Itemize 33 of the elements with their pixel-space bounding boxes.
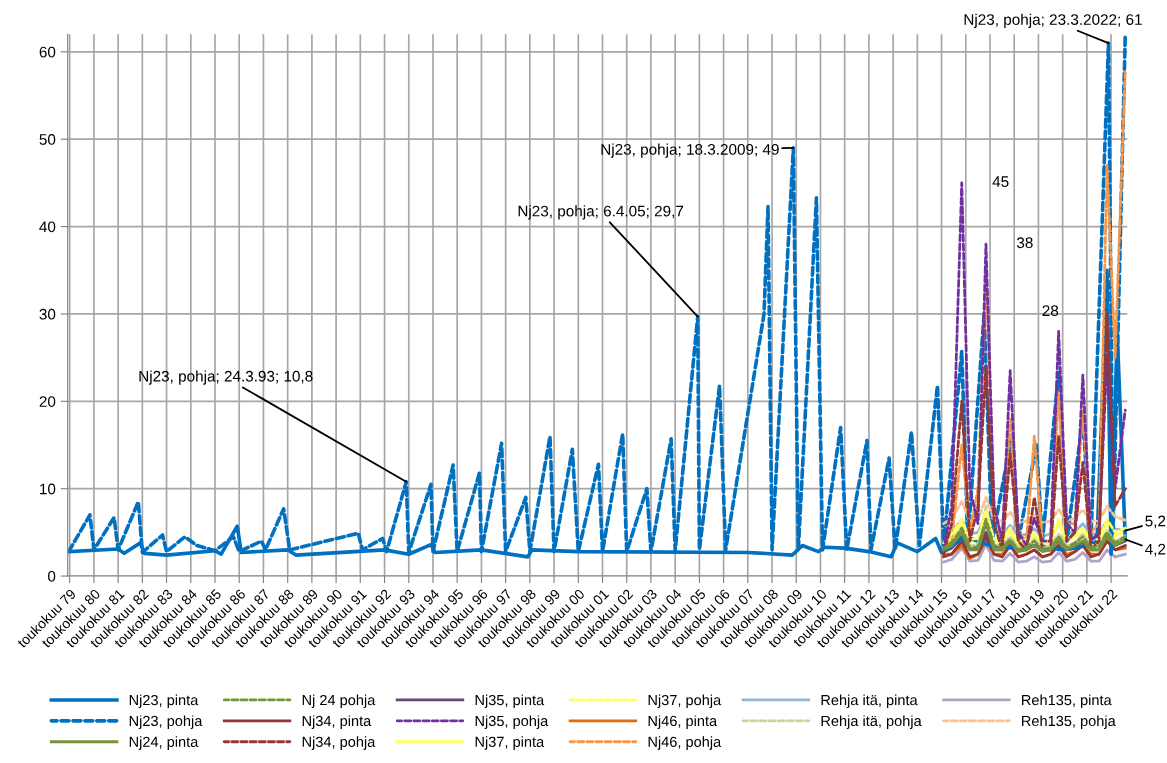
annotation: 28 — [1042, 305, 1059, 317]
legend-label: Rehja itä, pohja — [821, 715, 922, 729]
legend-label: Nj35, pohja — [475, 715, 549, 729]
y-tick-label: 60 — [39, 46, 56, 58]
y-tick-label: 20 — [39, 396, 56, 407]
legend-label: Nj37, pohja — [648, 694, 722, 709]
annotation: 38 — [1016, 237, 1033, 249]
legend-label: Reh135, pinta — [1022, 694, 1112, 709]
legend-label: Nj24, pinta — [129, 736, 199, 750]
y-tick-label: 10 — [40, 483, 56, 495]
legend-label: Nj46, pohja — [648, 736, 722, 750]
y-tick-label: 50 — [39, 134, 56, 145]
legend-label: Nj37, pinta — [475, 736, 545, 750]
legend-label: Nj46, pinta — [648, 715, 718, 729]
legend-label: Nj 24 pohja — [302, 694, 376, 709]
legend-label: Nj34, pinta — [302, 715, 372, 729]
annotation: Nj23, pohja; 18.3.2009; 49 — [601, 143, 779, 158]
annotation: Nj23, pohja; 23.3.2022; 61 — [964, 13, 1142, 28]
y-tick-label: 30 — [39, 308, 56, 320]
annotation: 4,2 — [1145, 543, 1166, 557]
legend-label: Nj34, pohja — [302, 736, 376, 750]
line-series — [942, 496, 1127, 526]
legend-label: Rehja itä, pinta — [821, 694, 918, 709]
annotation: Nj23, pohja; 24.3.93; 10,8 — [139, 370, 313, 385]
legend-label: Nj35, pinta — [475, 694, 545, 709]
annotation: Nj23, pohja; 6.4.05; 29,7 — [518, 205, 684, 220]
annotation: 5,2 — [1145, 515, 1166, 529]
legend-label: Nj23, pinta — [129, 694, 199, 709]
legend-label: Nj23, pohja — [129, 715, 203, 729]
y-tick-label: 0 — [47, 570, 56, 582]
y-tick-label: 40 — [39, 221, 56, 233]
legend-label: Reh135, pohja — [1022, 715, 1116, 729]
annotation: 45 — [992, 176, 1009, 187]
